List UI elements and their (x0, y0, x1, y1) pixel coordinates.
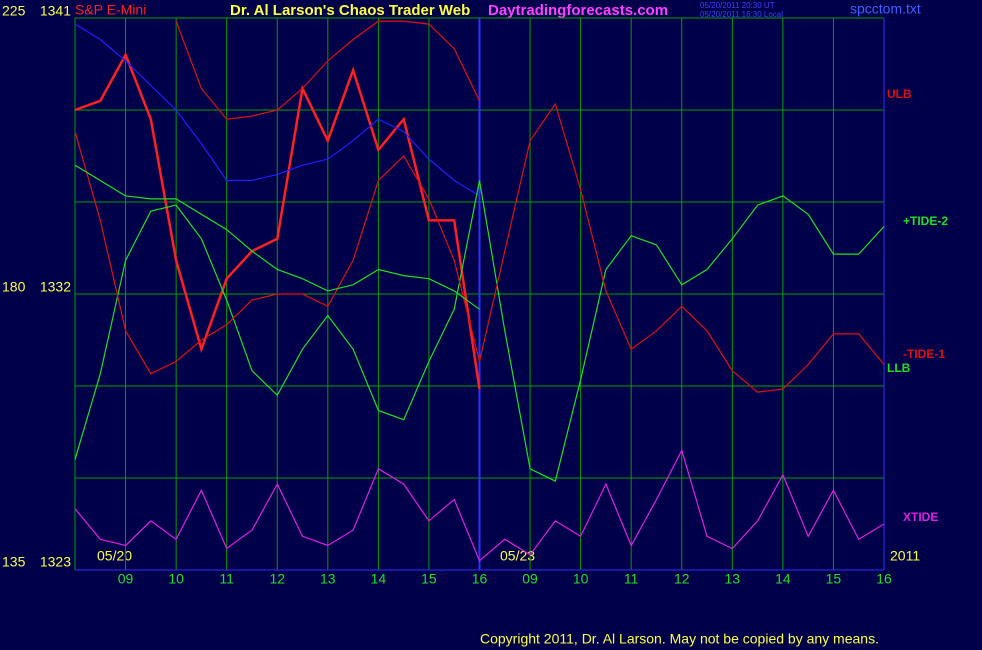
legend-label: ULB (887, 87, 912, 101)
x-tick-label: 13 (725, 571, 741, 587)
x-tick-label: 09 (522, 571, 538, 587)
x-tick-label: 14 (775, 571, 791, 587)
timestamp: 05/20/2011 16:30 Local (700, 10, 783, 19)
copyright: Copyright 2011, Dr. Al Larson. May not b… (480, 631, 879, 647)
x-tick-label: 12 (269, 571, 285, 587)
series-line (74, 180, 885, 482)
x-tick-label: 16 (876, 571, 892, 587)
x-tick-label: 12 (674, 571, 690, 587)
y2-tick-label: 135 (2, 554, 26, 570)
x-tick-label: 10 (168, 571, 184, 587)
date-label: 2011 (890, 548, 920, 564)
y-tick-label: 1341 (40, 3, 71, 19)
y2-tick-label: 225 (2, 3, 26, 19)
timestamp: 05/20/2011 20:30 UT (700, 1, 775, 10)
x-tick-label: 11 (624, 571, 639, 587)
y2-tick-label: 180 (2, 279, 26, 295)
y-tick-label: 1323 (40, 554, 71, 570)
x-tick-label: 11 (219, 571, 234, 587)
y-tick-label: 1332 (40, 279, 71, 295)
series-line (74, 51, 481, 390)
x-tick-label: 15 (826, 571, 842, 587)
series-line (74, 164, 480, 310)
legend-label: XTIDE (903, 510, 938, 524)
series-line (74, 448, 885, 562)
date-label: 05/20 (97, 548, 132, 564)
series-line (74, 23, 480, 197)
site-name: Daytradingforecasts.com (488, 2, 668, 19)
x-tick-label: 14 (371, 571, 387, 587)
subtitle: S&P E-Mini (75, 2, 146, 18)
file-name: spcctom.txt (850, 1, 921, 17)
x-tick-label: 16 (472, 571, 488, 587)
legend-label: -TIDE-1 (903, 347, 945, 361)
x-tick-label: 15 (421, 571, 437, 587)
x-tick-label: 10 (573, 571, 589, 587)
series-line (175, 20, 481, 120)
x-tick-label: 13 (320, 571, 336, 587)
x-tick-label: 09 (118, 571, 134, 587)
date-label: 05/23 (500, 548, 535, 564)
legend-label: LLB (887, 361, 911, 375)
legend-label: +TIDE-2 (903, 214, 948, 228)
chart-title: Dr. Al Larson's Chaos Trader Web (230, 2, 470, 19)
series-line (74, 102, 885, 393)
